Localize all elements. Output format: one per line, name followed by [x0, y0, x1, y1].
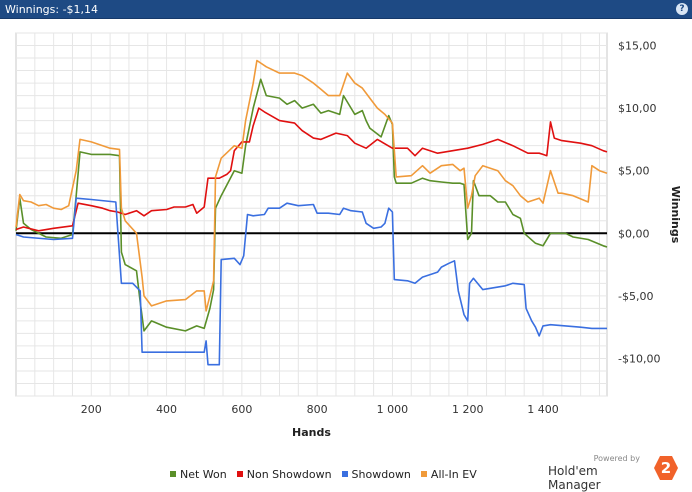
y-tick-label: $15,00: [618, 40, 657, 53]
hem-branding: Powered by Hold'em Manager 2: [548, 454, 678, 492]
x-tick-label: 200: [81, 403, 102, 416]
y-tick-label: $5,00: [618, 165, 650, 178]
x-tick-label: 1 200: [452, 403, 484, 416]
series-line-all-in-ev: [15, 59, 608, 312]
y-axis-label: Winnings: [669, 186, 682, 244]
window-title: Winnings: -$1,14: [5, 3, 99, 16]
legend-label: Non Showdown: [246, 467, 332, 481]
x-axis-label: Hands: [292, 426, 331, 439]
x-tick-label: 600: [231, 403, 252, 416]
legend-item[interactable]: Non Showdown: [236, 466, 332, 482]
x-tick-label: 800: [307, 403, 328, 416]
brand-name: Hold'em Manager: [548, 464, 601, 492]
y-tick-label: -$10,00: [618, 352, 660, 365]
hem-logo-icon: 2: [654, 456, 678, 480]
legend-swatch: [341, 471, 348, 477]
legend-label: Showdown: [351, 467, 411, 481]
series-line-net-won: [15, 78, 608, 332]
legend-swatch: [420, 471, 427, 477]
plot-area: [15, 32, 608, 397]
x-tick-label: 1 400: [527, 403, 559, 416]
window-titlebar: Winnings: -$1,14 ?: [0, 0, 692, 19]
series-line-non-showdown: [15, 107, 608, 232]
y-tick-label: $10,00: [618, 102, 657, 115]
legend-label: All-In EV: [430, 467, 477, 481]
chart-legend: Net Won Non Showdown Showdown All-In EV: [170, 466, 477, 482]
legend-item[interactable]: Showdown: [341, 466, 411, 482]
legend-item[interactable]: All-In EV: [420, 466, 477, 482]
legend-label: Net Won: [180, 467, 227, 481]
y-tick-label: -$5,00: [618, 290, 653, 303]
legend-swatch: [236, 471, 243, 477]
y-tick-label: $0,00: [618, 227, 650, 240]
brand-powered-by: Powered by: [593, 454, 640, 463]
legend-item[interactable]: Net Won: [170, 466, 227, 482]
legend-swatch: [170, 471, 176, 477]
x-tick-label: 1 000: [377, 403, 409, 416]
help-icon[interactable]: ?: [676, 3, 688, 15]
series-line-showdown: [15, 197, 607, 366]
winnings-chart: 200 400 600 800 1 000 1 200 1 400 $15,00 $10,00 $…: [15, 32, 682, 439]
x-tick-label: 400: [156, 403, 177, 416]
